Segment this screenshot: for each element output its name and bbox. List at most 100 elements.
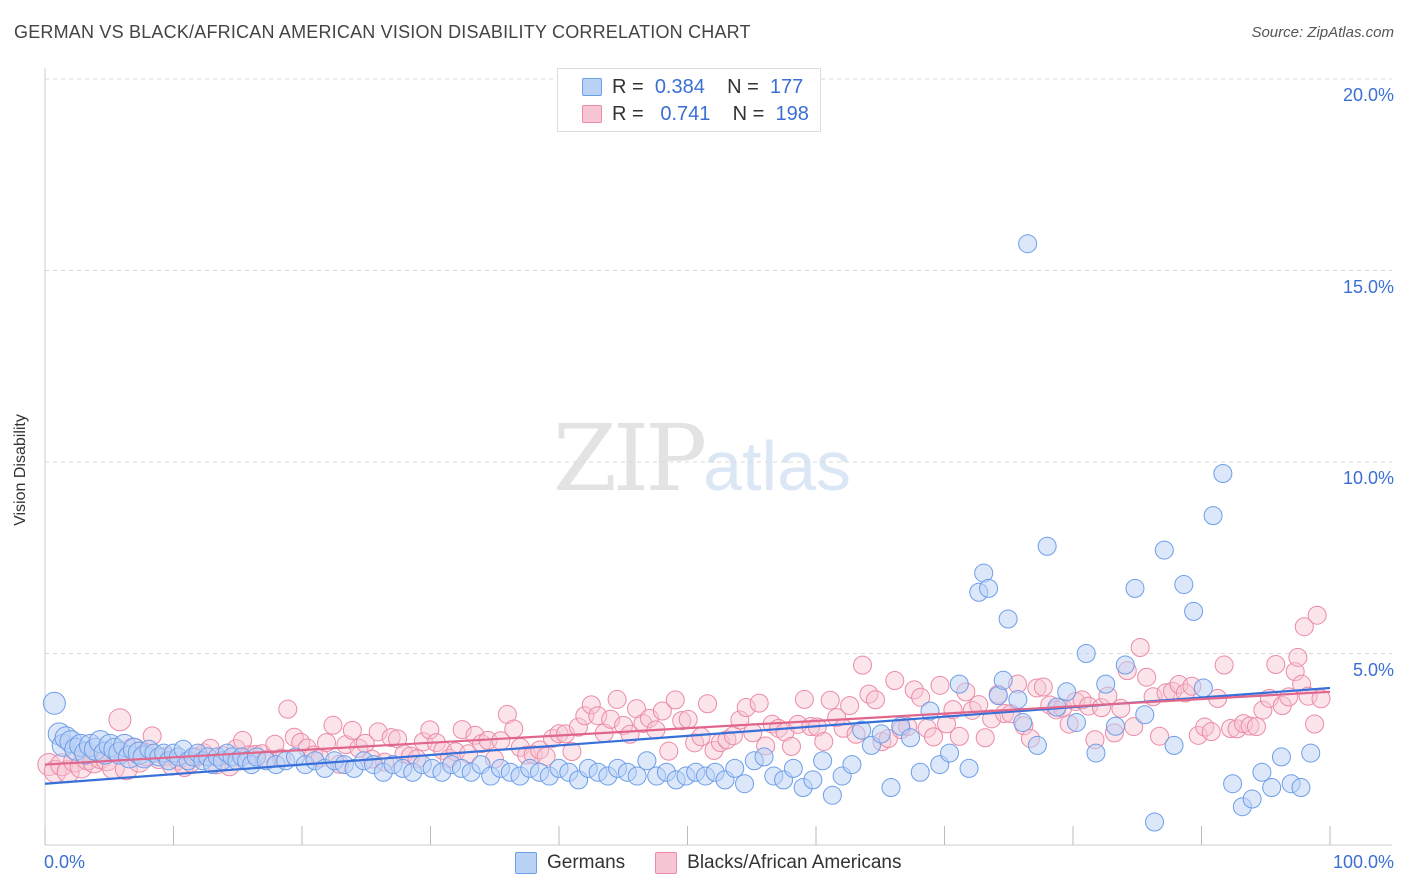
point-blacks	[865, 690, 885, 710]
trendline-blacks	[44, 690, 1331, 766]
point-blacks	[1201, 722, 1221, 742]
point-blacks	[704, 740, 724, 760]
point-germans	[1154, 540, 1174, 560]
point-blacks	[1288, 647, 1308, 667]
legend-row-germans: R = 0.384 N = 177	[582, 75, 803, 99]
point-blacks	[1307, 605, 1327, 625]
legend-swatch-germans	[515, 852, 537, 874]
legend-item-germans[interactable]: Germans	[515, 852, 625, 874]
point-germans	[1174, 575, 1194, 595]
point-blacks	[504, 719, 524, 739]
point-blacks	[568, 717, 588, 737]
point-blacks	[794, 689, 814, 709]
point-blacks	[420, 720, 440, 740]
point-blacks	[652, 701, 672, 721]
point-germans	[1193, 678, 1213, 698]
legend: R = 0.384 N = 177 R = 0.741 N = 198	[557, 68, 821, 132]
legend-r-value: 0.741	[660, 102, 711, 125]
point-germans	[910, 762, 930, 782]
point-germans	[1262, 778, 1282, 798]
legend-r-value: 0.384	[654, 75, 705, 98]
point-germans	[1291, 778, 1311, 798]
point-blacks	[342, 720, 362, 740]
point-germans	[813, 751, 833, 771]
point-germans	[783, 758, 803, 778]
point-blacks	[1091, 698, 1111, 718]
point-germans	[1018, 234, 1038, 254]
point-blacks	[1214, 655, 1234, 675]
legend-label-blacks: Blacks/African Americans	[687, 852, 902, 873]
point-germans	[871, 724, 891, 744]
point-blacks	[1027, 678, 1047, 698]
point-germans	[637, 751, 657, 771]
y-tick-5: 5.0%	[1352, 660, 1394, 680]
legend-n-label: N =	[732, 102, 765, 125]
point-blacks	[904, 680, 924, 700]
point-germans	[1037, 536, 1057, 556]
point-blacks	[575, 706, 595, 726]
legend-r-label: R =	[612, 102, 644, 125]
point-germans	[881, 778, 901, 798]
point-germans	[1184, 601, 1204, 621]
point-germans	[852, 720, 872, 740]
point-blacks	[691, 727, 711, 747]
legend-item-blacks[interactable]: Blacks/African Americans	[655, 852, 902, 874]
point-germans	[1252, 762, 1272, 782]
point-blacks	[336, 735, 356, 755]
point-blacks	[562, 742, 582, 762]
point-germans	[1105, 716, 1125, 736]
point-blacks	[1130, 638, 1150, 658]
point-germans	[1013, 712, 1033, 732]
y-tick-20: 20.0%	[1342, 85, 1394, 105]
point-blacks	[949, 726, 969, 746]
point-germans	[998, 609, 1018, 629]
point-germans	[979, 578, 999, 598]
point-blacks	[781, 736, 801, 756]
point-blacks	[911, 687, 931, 707]
point-blacks	[284, 727, 304, 747]
point-blacks	[549, 724, 569, 744]
point-germans	[940, 743, 960, 763]
point-blacks	[1137, 667, 1157, 687]
point-germans	[1301, 743, 1321, 763]
point-blacks	[1305, 714, 1325, 734]
point-blacks	[581, 695, 601, 715]
x-tick-100: 100.0%	[1332, 852, 1394, 872]
point-germans	[1096, 674, 1116, 694]
point-germans	[725, 758, 745, 778]
point-germans	[1223, 774, 1243, 794]
point-germans	[949, 674, 969, 694]
point-blacks	[317, 733, 337, 753]
legend-swatch-blacks	[655, 852, 678, 874]
y-tick-10: 10.0%	[1342, 468, 1394, 488]
point-blacks	[698, 694, 718, 714]
point-germans	[822, 785, 842, 805]
point-blacks	[1294, 617, 1314, 637]
point-blacks	[678, 709, 698, 729]
point-blacks	[665, 690, 685, 710]
point-blacks	[108, 708, 132, 732]
point-blacks	[1150, 726, 1170, 746]
point-germans	[1086, 743, 1106, 763]
legend-swatch-pink	[582, 105, 602, 123]
point-blacks	[278, 699, 298, 719]
point-blacks	[749, 693, 769, 713]
point-blacks	[672, 711, 692, 731]
point-blacks	[1266, 654, 1286, 674]
point-blacks	[1221, 719, 1241, 739]
point-germans	[1213, 463, 1233, 483]
point-germans	[1125, 578, 1145, 598]
point-blacks	[1240, 716, 1260, 736]
point-germans	[1271, 747, 1291, 767]
point-germans	[627, 766, 647, 786]
legend-n-value: 177	[769, 75, 804, 98]
point-blacks	[452, 720, 472, 740]
point-blacks	[323, 715, 343, 735]
legend-swatch-blue	[582, 78, 602, 96]
point-blacks	[607, 689, 627, 709]
point-germans	[42, 691, 66, 715]
legend-n-value: 198	[775, 102, 809, 125]
point-germans	[900, 728, 920, 748]
point-germans	[1076, 644, 1096, 663]
